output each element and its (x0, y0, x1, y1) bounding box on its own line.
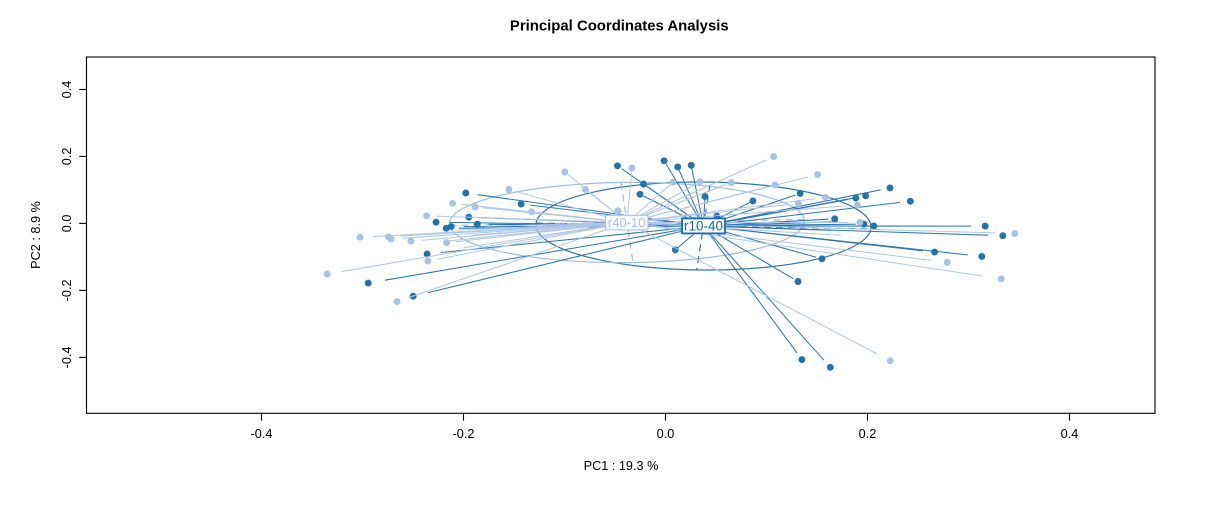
svg-text:PC1 : 19.3 %: PC1 : 19.3 % (584, 459, 659, 473)
svg-text:-0.4: -0.4 (60, 346, 74, 368)
svg-text:Principal Coordinates Analysis: Principal Coordinates Analysis (510, 19, 729, 35)
svg-text:0.4: 0.4 (60, 81, 74, 99)
svg-text:r40-10: r40-10 (608, 215, 646, 230)
svg-text:PC2 : 8.9 %: PC2 : 8.9 % (29, 201, 43, 269)
svg-text:r10-40: r10-40 (684, 219, 723, 234)
svg-text:0.0: 0.0 (60, 215, 74, 233)
svg-text:-0.2: -0.2 (453, 427, 475, 441)
svg-text:0.2: 0.2 (60, 148, 74, 166)
svg-text:0.0: 0.0 (657, 427, 675, 441)
svg-text:-0.2: -0.2 (60, 279, 74, 301)
svg-text:0.2: 0.2 (859, 427, 877, 441)
svg-text:0.4: 0.4 (1061, 427, 1079, 441)
svg-text:-0.4: -0.4 (251, 427, 273, 441)
